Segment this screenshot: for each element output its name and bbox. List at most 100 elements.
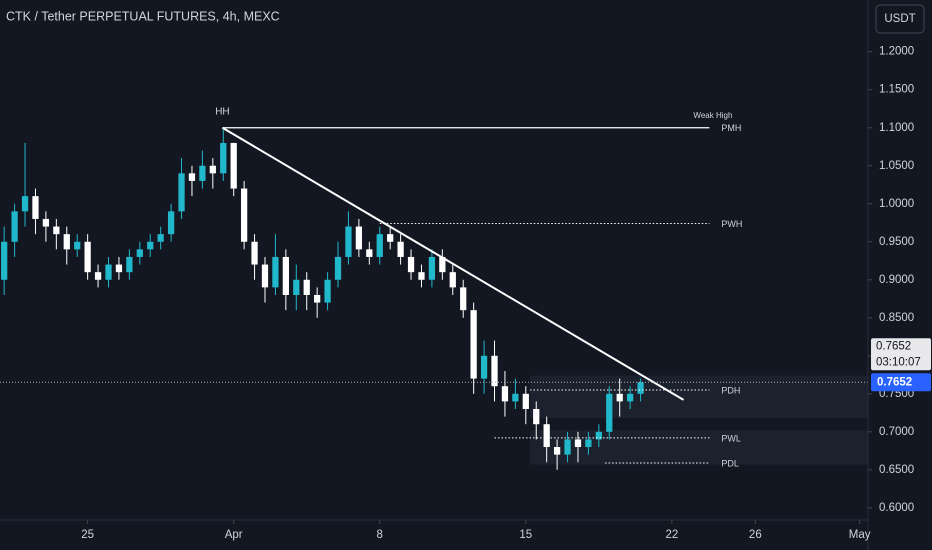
currency-label[interactable]: USDT (884, 13, 915, 25)
candle-body (178, 173, 185, 212)
candle-body (595, 431, 602, 440)
trendline (221, 126, 685, 401)
candle-body (387, 234, 394, 242)
currency-button[interactable] (875, 4, 925, 34)
candle-body (209, 165, 216, 174)
candle-body (105, 264, 112, 280)
level-label: PMH (721, 123, 741, 133)
candle-body (53, 226, 60, 235)
candle-body (616, 393, 623, 402)
x-tick-label: 8 (377, 529, 383, 541)
candle-body (564, 439, 571, 455)
candle-body (314, 294, 321, 303)
y-tick-label: 0.6000 (879, 502, 914, 514)
candle-body (63, 234, 70, 250)
price-box-label: 0.7652 (876, 340, 911, 352)
candle-body (1, 241, 8, 280)
candle-body (21, 196, 29, 212)
candle-body (147, 241, 154, 250)
level-label: PWH (721, 219, 742, 229)
candle-body (272, 256, 279, 288)
candle-body (449, 272, 456, 288)
candle-body (397, 241, 404, 257)
candle-body (491, 355, 498, 387)
candle-body (376, 234, 383, 257)
candle-body (345, 226, 352, 257)
candle-body (627, 393, 634, 402)
zone (529, 430, 868, 465)
candle-body (282, 256, 289, 295)
level-label: PWL (721, 433, 741, 443)
chart-title: CTK / Tether PERPETUAL FUTURES, 4h, MEXC (6, 9, 280, 23)
zone (529, 375, 868, 419)
candle-body (240, 188, 248, 242)
level-label: PDL (721, 458, 739, 468)
candle-body (334, 256, 342, 280)
candle-body (293, 279, 300, 295)
candle-body (355, 226, 363, 250)
candle-body (303, 279, 310, 295)
candle-body (230, 142, 237, 189)
y-tick-label: 0.7000 (879, 426, 914, 438)
candle-body (407, 256, 415, 273)
candle-body (418, 272, 425, 280)
candle-body (439, 256, 446, 273)
candle-body (251, 241, 258, 265)
candle-body (157, 234, 164, 242)
candle-body (199, 165, 206, 181)
candle-body (324, 279, 331, 303)
candle-body (126, 256, 133, 273)
candle-body (74, 241, 81, 250)
x-tick-label: 25 (81, 529, 94, 541)
countdown-label: 03:10:07 (876, 356, 921, 368)
y-tick-label: 0.9500 (879, 236, 914, 248)
candle-body (522, 393, 529, 410)
candle-body (188, 173, 196, 181)
last-price-box (871, 373, 931, 392)
candle-body (460, 287, 467, 311)
candle-body (637, 382, 644, 394)
y-tick-label: 0.8500 (879, 312, 914, 324)
weak-high-label: Weak High (693, 111, 732, 120)
plot-area: PMH PWH PDH PWL PDL Weak High HH (0, 106, 868, 470)
candle-body (585, 439, 592, 448)
candle-body (136, 249, 143, 257)
y-tick-label: 1.1500 (879, 84, 914, 96)
candle-body (167, 211, 175, 235)
y-tick-label: 1.1000 (879, 122, 914, 134)
candle-body (543, 424, 550, 448)
candle-body (261, 264, 269, 288)
candle-body (220, 142, 227, 174)
candle-body (574, 439, 582, 448)
x-tick-label: Apr (225, 529, 243, 541)
candle-body (512, 393, 519, 402)
x-tick-label: 26 (749, 529, 762, 541)
candle-body (501, 386, 509, 402)
x-tick-label: 22 (665, 529, 678, 541)
y-tick-label: 1.0500 (879, 160, 914, 172)
candle-body (32, 196, 39, 219)
candle-body (42, 218, 50, 227)
candle-body (366, 249, 373, 257)
last-price-label: 0.7652 (877, 376, 912, 388)
x-tick-label: 15 (519, 529, 532, 541)
candle-body (480, 355, 488, 379)
candle-body (606, 393, 613, 432)
y-tick-label: 1.2000 (879, 46, 914, 58)
candle-body (470, 310, 477, 379)
x-tick-label: May (849, 529, 871, 541)
y-tick-label: 1.0000 (879, 198, 914, 210)
hh-label: HH (215, 106, 229, 117)
candle-body (94, 272, 102, 280)
candle-body (115, 264, 123, 273)
y-tick-label: 0.9000 (879, 274, 914, 286)
candle-body (84, 241, 91, 273)
candle-body (428, 256, 436, 280)
price-countdown-box (871, 338, 931, 371)
candle-body (533, 409, 540, 425)
y-tick-label: 0.6500 (879, 464, 914, 476)
candle-body (553, 447, 561, 455)
level-label: PDH (721, 385, 740, 395)
